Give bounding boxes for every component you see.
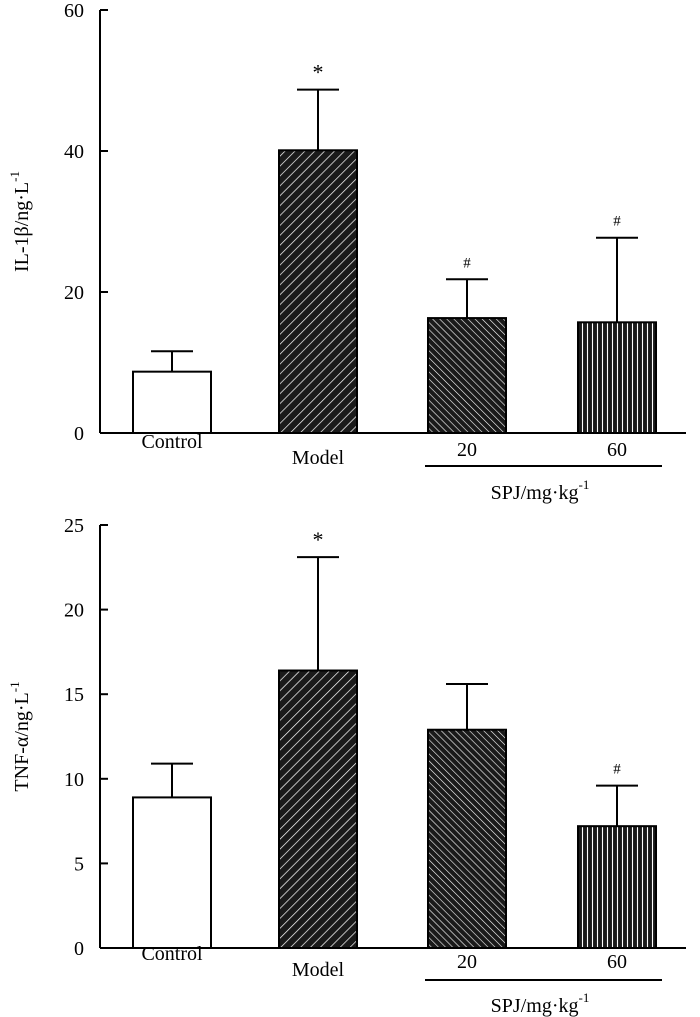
bar-control xyxy=(132,796,212,949)
group-label: SPJ/mg·kg-1 xyxy=(491,477,590,504)
y-axis-title: IL-1β/ng·L-1 xyxy=(7,171,33,272)
category-label: 60 xyxy=(607,951,627,973)
y-axis-title: TNF-α/ng·L-1 xyxy=(7,681,33,791)
bar-20 xyxy=(427,317,507,434)
significance-mark: # xyxy=(613,762,621,778)
category-label: 20 xyxy=(457,439,477,461)
group-label: SPJ/mg·kg-1 xyxy=(491,990,590,1017)
bar-60 xyxy=(577,825,657,950)
category-label: Model xyxy=(292,959,345,981)
y-tick-label: 20 xyxy=(64,600,84,622)
bar-20 xyxy=(427,728,507,949)
bar-60 xyxy=(577,321,657,434)
category-label: 60 xyxy=(607,439,627,461)
y-tick-label: 5 xyxy=(74,853,84,875)
y-tick-label: 25 xyxy=(64,515,84,537)
category-label: Model xyxy=(292,447,345,469)
category-label: 20 xyxy=(457,951,477,973)
category-label: Control xyxy=(141,943,203,965)
y-tick-label: 15 xyxy=(64,684,84,706)
significance-mark: # xyxy=(613,214,621,230)
y-tick-label: 0 xyxy=(74,423,84,445)
y-tick-label: 60 xyxy=(64,0,84,22)
significance-mark: * xyxy=(313,60,324,85)
bar-control xyxy=(132,370,212,435)
y-tick-label: 10 xyxy=(64,769,84,791)
significance-mark: # xyxy=(463,255,471,271)
category-label: Control xyxy=(141,431,203,453)
y-tick-label: 0 xyxy=(74,938,84,960)
il1b-chart: 0 20 40 60 IL-1β/ng·L-1 Control * Model #20 #60 SP… xyxy=(7,0,686,504)
y-tick-label: 20 xyxy=(64,282,84,304)
significance-mark: * xyxy=(313,527,324,552)
tnfa-chart: 0 5 10 15 20 25 TNF-α/ng·L-1 Control * Model 20 #60… xyxy=(7,515,686,1017)
bar-model xyxy=(278,669,358,950)
bar-model xyxy=(278,149,358,434)
y-tick-label: 40 xyxy=(64,141,84,163)
